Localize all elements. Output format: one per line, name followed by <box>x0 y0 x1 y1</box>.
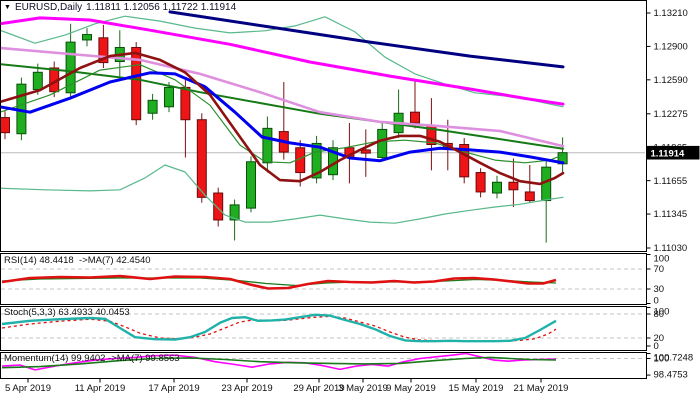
price-axis-label: 1.12590 <box>654 75 688 86</box>
price-axis-label: 1.12275 <box>654 109 688 120</box>
date-axis-label: 11 Apr 2019 <box>75 383 126 394</box>
indicator-axis-label: 100 <box>654 354 670 365</box>
bear-candle <box>508 181 519 191</box>
bull-candle <box>377 128 388 158</box>
bull-candle <box>32 71 43 91</box>
price-axis-label: 1.11655 <box>654 176 688 187</box>
ma-darkgreen-slow <box>1 63 564 150</box>
price-axis-label: 1.11030 <box>654 243 688 254</box>
symbol-period-label: EURUSD,Daily <box>14 2 83 13</box>
indicator-axis-label: 20 <box>654 333 665 344</box>
bollinger-upper-band <box>1 15 564 108</box>
stochastic-layer <box>1 313 645 343</box>
indicator-axis-label: 80 <box>654 309 665 320</box>
date-axis-label: 9 May 2019 <box>386 383 436 394</box>
indicator-axis-label: 100 <box>654 254 670 265</box>
symbol-dropdown-icon[interactable]: ▼ <box>4 4 11 11</box>
bear-candle <box>196 119 207 198</box>
date-axis-label: 29 Apr 2019 <box>293 383 344 394</box>
bear-candle <box>360 149 371 154</box>
date-axis-label: 23 Apr 2019 <box>221 383 272 394</box>
current-price-tag-value: 1.11914 <box>651 148 686 159</box>
bull-candle <box>492 181 502 194</box>
panel-frame-1 <box>0 253 647 305</box>
bollinger-lower-band <box>1 164 564 224</box>
date-axis-label: 17 Apr 2019 <box>148 383 199 394</box>
bear-candle <box>98 37 109 64</box>
bear-candle <box>1 117 10 134</box>
rsi-layer <box>1 268 645 290</box>
bear-candle <box>213 192 224 221</box>
bull-candle <box>246 161 256 209</box>
bull-candle <box>229 204 240 221</box>
bear-candle <box>131 46 142 121</box>
ma-navy-longterm <box>168 10 565 69</box>
price-axis-label: 1.12900 <box>654 42 688 53</box>
bear-candle <box>459 144 470 178</box>
panel-frame-0 <box>0 0 647 252</box>
indicator-axis-label: 0 <box>654 341 659 352</box>
indicator-axis-label: 30 <box>654 284 665 295</box>
rsi-main <box>1 274 557 290</box>
date-axis-label: 21 May 2019 <box>514 383 569 394</box>
ma-maroon-fast <box>1 51 565 186</box>
ma-blue <box>1 71 565 165</box>
indicator-axis-label: 70 <box>654 264 665 275</box>
bear-candle <box>410 111 420 124</box>
bull-candle <box>82 34 92 41</box>
bear-candle <box>475 172 486 193</box>
date-axis-label: 5 Apr 2019 <box>5 383 51 394</box>
ma-green-thin <box>1 64 564 164</box>
ma-magenta <box>1 16 565 106</box>
bull-candle <box>262 127 273 164</box>
panel-frame-2 <box>0 306 647 351</box>
bear-candle <box>180 86 191 121</box>
date-axis-label: 3 May 2019 <box>338 383 388 394</box>
price-axis-label: 1.11345 <box>654 209 688 220</box>
bull-candle <box>65 41 76 94</box>
indicator-axis-label: 98.4753 <box>654 370 688 381</box>
indicator-axis-label: 100.7248 <box>654 353 694 364</box>
bull-candle <box>164 86 174 108</box>
date-axis-label: 15 May 2019 <box>449 383 504 394</box>
ohlc-readout: 1.11811 1.12056 1.11722 1.11914 <box>86 2 237 13</box>
main-chart-layer <box>1 10 645 243</box>
stoch-main-k <box>1 313 557 343</box>
indicator-axis-label: 100 <box>654 307 670 318</box>
bear-candle <box>524 191 535 202</box>
bull-candle <box>147 99 158 114</box>
chart-header: ▼ EURUSD,Daily 1.11811 1.12056 1.11722 1… <box>4 2 236 13</box>
bull-candle <box>311 142 322 179</box>
price-axis-label: 1.13210 <box>654 8 688 19</box>
momentum-ma <box>1 356 557 369</box>
current-price-tag <box>646 145 700 160</box>
momentum-layer <box>1 353 645 371</box>
indicator-axis-label: 0 <box>654 296 659 307</box>
